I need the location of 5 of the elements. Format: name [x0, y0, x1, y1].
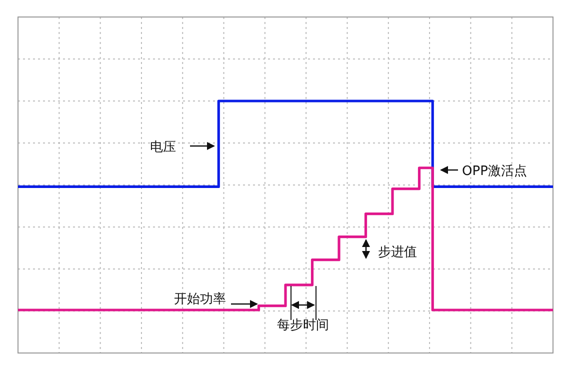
text: 每步时间: [277, 318, 329, 333]
annotation: 步进值: [378, 245, 417, 260]
annotation: 电压: [150, 140, 176, 155]
annotation: 开始功率: [174, 291, 226, 307]
annotation: OPP激活点: [462, 164, 527, 179]
